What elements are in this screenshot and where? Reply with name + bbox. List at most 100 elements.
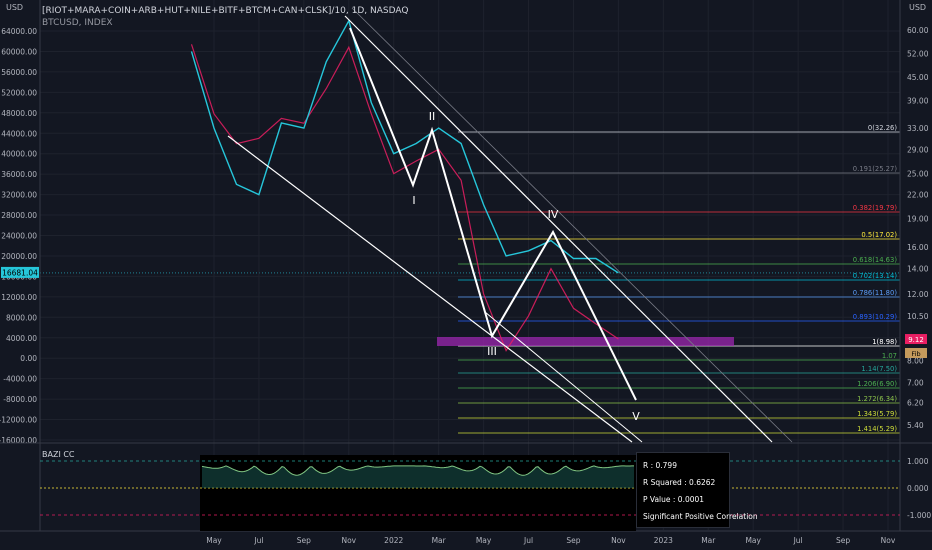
left-axis-tick: 32000.00 — [1, 191, 37, 200]
fib-level-label: 0.893(10.29) — [853, 313, 898, 321]
fib-level-label: 0.618(14.63) — [853, 256, 898, 264]
fib-level-label: 0.191(25.27) — [853, 165, 898, 173]
wave-label: III — [487, 345, 497, 358]
left-axis-tick: -8000.00 — [3, 395, 37, 404]
time-axis-tick: Sep — [297, 536, 311, 545]
indicator-axis-tick: -1.000 — [907, 511, 931, 520]
btc-price-label: 16681.04 — [2, 268, 38, 277]
correlation-line — [201, 465, 634, 476]
channel-lower-line[interactable] — [227, 135, 633, 443]
index-price-label: 9.12 — [908, 336, 924, 344]
fib-level-label: 0.786(11.80) — [853, 289, 898, 297]
symbol-title[interactable]: [RIOT+MARA+COIN+ARB+HUT+NILE+BITF+BTCM+C… — [42, 6, 409, 16]
right-axis-tick: 39.00 — [907, 97, 929, 106]
stat-r-squared: R Squared : 0.6262 — [643, 478, 716, 487]
fib-badge-label: Fib — [911, 350, 920, 358]
right-axis-tick: 25.00 — [907, 170, 929, 179]
left-axis-tick: 28000.00 — [1, 211, 37, 220]
elliott-wave-path[interactable] — [349, 27, 637, 401]
time-axis-tick: Nov — [611, 536, 626, 545]
indicator-axis-tick: 0.000 — [907, 484, 929, 493]
left-axis-tick: 44000.00 — [1, 129, 37, 138]
right-axis-tick: 29.00 — [907, 145, 929, 154]
fib-badge — [905, 348, 927, 358]
time-axis-tick: Sep — [836, 536, 850, 545]
fib-level-label: 0.5(17.02) — [861, 231, 897, 239]
left-axis-tick: 40000.00 — [1, 150, 37, 159]
fib-level-label: 1.07 — [882, 352, 897, 360]
indicator-pane[interactable]: 1.000 0.000 -1.000 — [40, 455, 931, 531]
right-axis-tick: 52.00 — [907, 49, 929, 58]
right-axis-tick: 5.40 — [907, 421, 924, 430]
indicator-axis-tick: 1.000 — [907, 457, 929, 466]
left-axis-tick: 64000.00 — [1, 27, 37, 36]
left-axis-tick: 0.00 — [20, 354, 37, 363]
right-axis-tick: 16.00 — [907, 243, 929, 252]
right-axis-tick: 60.00 — [907, 26, 929, 35]
time-axis-tick: Sep — [566, 536, 580, 545]
fib-level-label: 1.414(5.29) — [857, 425, 897, 433]
time-axis-tick: May — [745, 536, 761, 545]
wave-label: I — [412, 194, 415, 207]
right-axis-currency: USD — [909, 3, 926, 12]
time-axis-tick: Mar — [432, 536, 447, 545]
channel-upper-line[interactable] — [344, 15, 773, 443]
chart-grid — [40, 0, 900, 530]
left-axis-tick: 52000.00 — [1, 88, 37, 97]
fib-level-label: 1.206(6.90) — [857, 380, 897, 388]
index-series-line — [190, 44, 619, 352]
right-axis-tick: 12.00 — [907, 290, 929, 299]
channel-outer-line[interactable] — [351, 7, 793, 443]
left-axis-tick: 48000.00 — [1, 109, 37, 118]
right-axis-tick: 19.00 — [907, 215, 929, 224]
fib-level-label: 0(32.26) — [868, 124, 897, 132]
time-axis-tick: Nov — [881, 536, 896, 545]
left-axis-tick: 36000.00 — [1, 170, 37, 179]
left-axis-tick: 20000.00 — [1, 252, 37, 261]
time-axis-tick: 2022 — [384, 536, 403, 545]
stat-r: R : 0.799 — [643, 461, 677, 470]
fib-level-label: 1.14(7.50) — [861, 365, 897, 373]
right-axis-tick: 7.00 — [907, 378, 924, 387]
left-axis-tick: 12000.00 — [1, 293, 37, 302]
indicator-title[interactable]: BAZI CC — [42, 450, 75, 459]
fib-level-label: 1.343(5.79) — [857, 410, 897, 418]
compare-symbol[interactable]: BTCUSD, INDEX — [42, 18, 113, 28]
time-axis-tick: Jul — [253, 536, 263, 545]
right-axis-tick: 14.00 — [907, 265, 929, 274]
wave-label: II — [429, 110, 436, 123]
channel-mid-line[interactable] — [484, 311, 643, 443]
correlation-stats: R : 0.799 R Squared : 0.6262 P Value : 0… — [636, 452, 758, 528]
price-series — [190, 18, 619, 352]
left-axis-tick: -4000.00 — [3, 375, 37, 384]
time-axis-tick: May — [206, 536, 222, 545]
time-axis-tick: Jul — [523, 536, 533, 545]
right-axis-tick: 6.20 — [907, 398, 924, 407]
fib-level-label: 0.382(19.79) — [853, 204, 898, 212]
fib-level-label: 1.272(6.34) — [857, 395, 897, 403]
left-axis-currency: USD — [6, 3, 23, 12]
time-axis-tick: Jul — [793, 536, 803, 545]
left-axis-tick: 24000.00 — [1, 232, 37, 241]
fib-level-label: 1(8.98) — [872, 338, 897, 346]
fib-retracement[interactable]: 0(32.26) 0.191(25.27) 0.382(19.79) 0.5(17.0… — [458, 124, 900, 434]
left-axis-tick: 8000.00 — [6, 313, 37, 322]
time-axis-tick: Nov — [341, 536, 356, 545]
time-axis-tick: May — [476, 536, 492, 545]
right-axis-tick: 33.00 — [907, 124, 929, 133]
support-zone[interactable] — [437, 337, 734, 346]
right-axis-tick: 45.00 — [907, 73, 929, 82]
correlation-area — [202, 465, 634, 488]
right-axis-tick: 8.00 — [907, 357, 924, 366]
left-axis-tick: -12000.00 — [0, 416, 37, 425]
fib-level-label: 0.702(13.14) — [853, 272, 898, 280]
right-axis-tick: 22.00 — [907, 191, 929, 200]
left-axis-tick: 60000.00 — [1, 47, 37, 56]
wave-label: IV — [548, 208, 559, 221]
wave-label: V — [632, 410, 640, 423]
time-axis-tick: 2023 — [654, 536, 673, 545]
stat-significance: Significant Positive Correlation — [643, 512, 758, 521]
